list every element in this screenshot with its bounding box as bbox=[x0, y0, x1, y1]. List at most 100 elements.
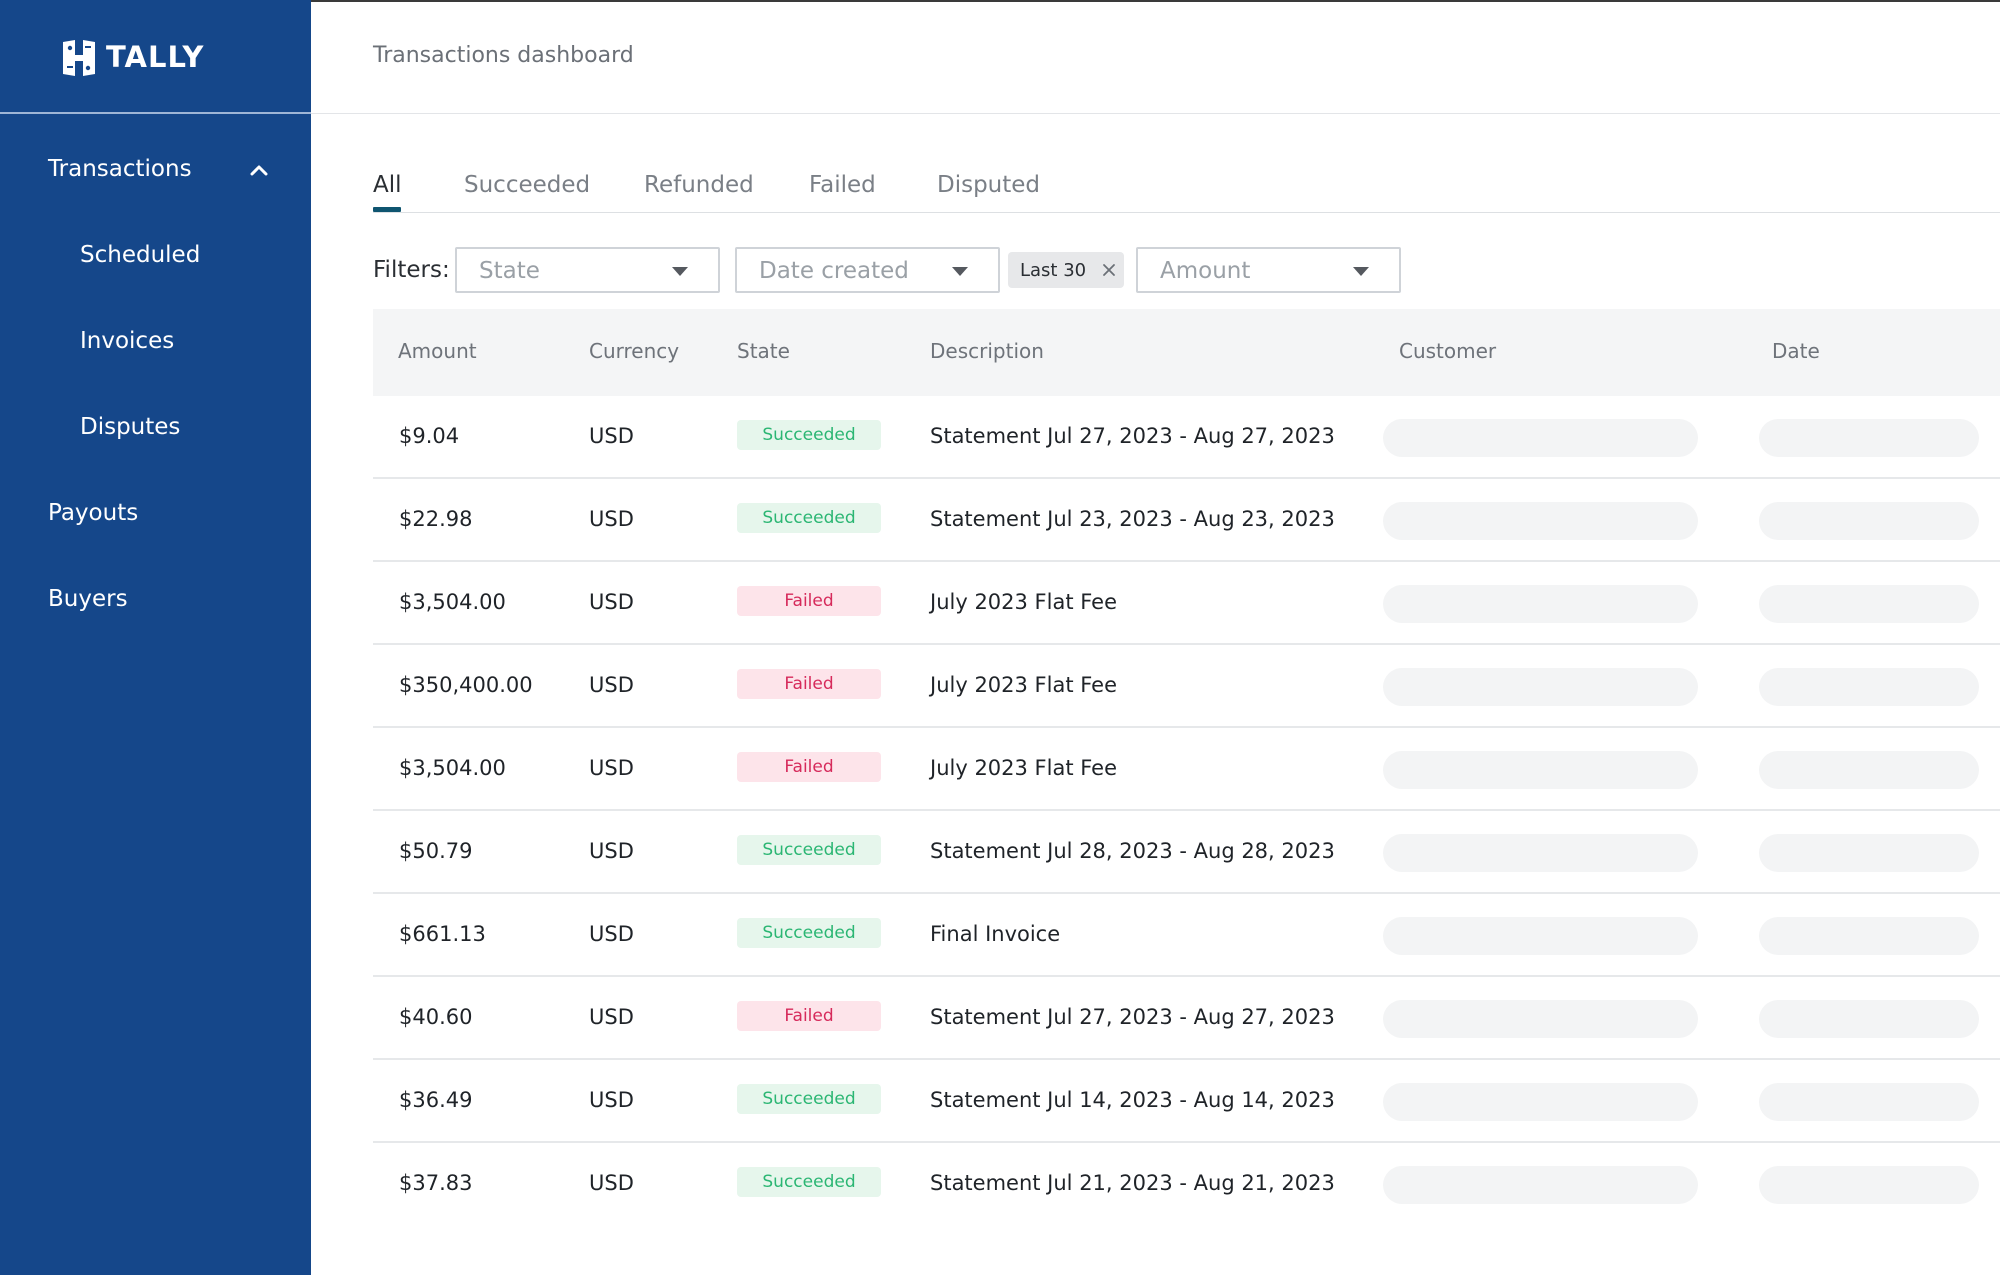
amount-cell: $350,400.00 bbox=[399, 673, 533, 697]
column-header-description[interactable]: Description bbox=[930, 339, 1044, 363]
amount-cell: $50.79 bbox=[399, 839, 473, 863]
status-badge: Failed bbox=[737, 669, 881, 699]
logo[interactable]: TALLY bbox=[0, 0, 311, 114]
header-divider bbox=[311, 113, 2000, 114]
description-cell: Statement Jul 27, 2023 - Aug 27, 2023 bbox=[930, 1005, 1335, 1029]
tabs-divider bbox=[373, 212, 2000, 213]
customer-placeholder bbox=[1383, 751, 1698, 789]
table-row[interactable]: $3,504.00 USD Failed July 2023 Flat Fee bbox=[373, 562, 2000, 645]
description-cell: July 2023 Flat Fee bbox=[930, 590, 1118, 614]
currency-cell: USD bbox=[589, 424, 634, 448]
status-badge: Failed bbox=[737, 1001, 881, 1031]
currency-cell: USD bbox=[589, 1088, 634, 1112]
sidebar-item-invoices[interactable]: Invoices bbox=[80, 328, 175, 354]
customer-placeholder bbox=[1383, 419, 1698, 457]
status-badge: Succeeded bbox=[737, 1084, 881, 1114]
close-icon[interactable] bbox=[1101, 262, 1117, 278]
chevron-up-icon[interactable] bbox=[247, 159, 271, 183]
amount-cell: $40.60 bbox=[399, 1005, 473, 1029]
table-row[interactable]: $40.60 USD Failed Statement Jul 27, 2023 - … bbox=[373, 977, 2000, 1060]
amount-cell: $3,504.00 bbox=[399, 590, 506, 614]
table-row[interactable]: $50.79 USD Succeeded Statement Jul 28, 2023… bbox=[373, 811, 2000, 894]
currency-cell: USD bbox=[589, 839, 634, 863]
date-placeholder bbox=[1759, 502, 1979, 540]
description-cell: July 2023 Flat Fee bbox=[930, 673, 1118, 697]
state-filter-select[interactable]: State bbox=[455, 247, 720, 293]
tally-logo-icon bbox=[63, 40, 95, 76]
status-badge: Succeeded bbox=[737, 420, 881, 450]
tab-failed[interactable]: Failed bbox=[809, 172, 876, 198]
date-range-chip: Last 30 bbox=[1008, 252, 1124, 288]
description-cell: Final Invoice bbox=[930, 922, 1061, 946]
amount-filter-select[interactable]: Amount bbox=[1136, 247, 1401, 293]
sidebar-item-disputes[interactable]: Disputes bbox=[80, 414, 181, 440]
description-cell: July 2023 Flat Fee bbox=[930, 756, 1118, 780]
tab-succeeded[interactable]: Succeeded bbox=[464, 172, 591, 198]
date-placeholder bbox=[1759, 751, 1979, 789]
sidebar-item-buyers[interactable]: Buyers bbox=[48, 586, 128, 612]
date-filter-placeholder: Date created bbox=[759, 258, 909, 284]
customer-placeholder bbox=[1383, 1083, 1698, 1121]
filters-label: Filters: bbox=[373, 257, 450, 283]
page-title: Transactions dashboard bbox=[373, 43, 634, 68]
table-row[interactable]: $37.83 USD Succeeded Statement Jul 21, 2023… bbox=[373, 1143, 2000, 1226]
date-placeholder bbox=[1759, 419, 1979, 457]
sidebar: TALLY Transactions Scheduled Invoices Di… bbox=[0, 0, 311, 1275]
table-row[interactable]: $350,400.00 USD Failed July 2023 Flat Fee bbox=[373, 645, 2000, 728]
amount-cell: $661.13 bbox=[399, 922, 486, 946]
sidebar-item-scheduled[interactable]: Scheduled bbox=[80, 242, 201, 268]
customer-placeholder bbox=[1383, 917, 1698, 955]
sidebar-item-transactions[interactable]: Transactions bbox=[48, 156, 192, 182]
column-header-currency[interactable]: Currency bbox=[589, 339, 680, 363]
caret-down-icon bbox=[672, 267, 688, 276]
customer-placeholder bbox=[1383, 834, 1698, 872]
table-row[interactable]: $36.49 USD Succeeded Statement Jul 14, 2023… bbox=[373, 1060, 2000, 1143]
caret-down-icon bbox=[952, 267, 968, 276]
status-badge: Failed bbox=[737, 586, 881, 616]
date-placeholder bbox=[1759, 668, 1979, 706]
amount-cell: $36.49 bbox=[399, 1088, 473, 1112]
top-border bbox=[0, 0, 2000, 2]
table-header: Amount Currency State Description Custom… bbox=[373, 309, 2000, 396]
date-created-filter-select[interactable]: Date created bbox=[735, 247, 1000, 293]
currency-cell: USD bbox=[589, 590, 634, 614]
amount-cell: $37.83 bbox=[399, 1171, 473, 1195]
brand-name: TALLY bbox=[106, 40, 205, 74]
state-filter-placeholder: State bbox=[479, 258, 540, 284]
column-header-state[interactable]: State bbox=[737, 339, 790, 363]
status-badge: Succeeded bbox=[737, 835, 881, 865]
sidebar-item-payouts[interactable]: Payouts bbox=[48, 500, 139, 526]
customer-placeholder bbox=[1383, 1000, 1698, 1038]
column-header-amount[interactable]: Amount bbox=[398, 339, 477, 363]
active-tab-indicator bbox=[373, 207, 401, 212]
currency-cell: USD bbox=[589, 1005, 634, 1029]
table-row[interactable]: $661.13 USD Succeeded Final Invoice bbox=[373, 894, 2000, 977]
date-placeholder bbox=[1759, 1000, 1979, 1038]
amount-cell: $22.98 bbox=[399, 507, 473, 531]
date-placeholder bbox=[1759, 585, 1979, 623]
date-placeholder bbox=[1759, 917, 1979, 955]
column-header-date[interactable]: Date bbox=[1772, 339, 1820, 363]
table-row[interactable]: $9.04 USD Succeeded Statement Jul 27, 2023 … bbox=[373, 396, 2000, 479]
tab-all[interactable]: All bbox=[373, 172, 402, 198]
customer-placeholder bbox=[1383, 1166, 1698, 1204]
customer-placeholder bbox=[1383, 585, 1698, 623]
date-placeholder bbox=[1759, 1166, 1979, 1204]
customer-placeholder bbox=[1383, 668, 1698, 706]
status-badge: Succeeded bbox=[737, 918, 881, 948]
description-cell: Statement Jul 27, 2023 - Aug 27, 2023 bbox=[930, 424, 1335, 448]
description-cell: Statement Jul 28, 2023 - Aug 28, 2023 bbox=[930, 839, 1335, 863]
customer-placeholder bbox=[1383, 502, 1698, 540]
currency-cell: USD bbox=[589, 922, 634, 946]
status-badge: Succeeded bbox=[737, 503, 881, 533]
tab-disputed[interactable]: Disputed bbox=[937, 172, 1041, 198]
column-header-customer[interactable]: Customer bbox=[1399, 339, 1497, 363]
table-row[interactable]: $3,504.00 USD Failed July 2023 Flat Fee bbox=[373, 728, 2000, 811]
table-row[interactable]: $22.98 USD Succeeded Statement Jul 23, 2023… bbox=[373, 479, 2000, 562]
date-placeholder bbox=[1759, 834, 1979, 872]
description-cell: Statement Jul 14, 2023 - Aug 14, 2023 bbox=[930, 1088, 1335, 1112]
currency-cell: USD bbox=[589, 673, 634, 697]
currency-cell: USD bbox=[589, 507, 634, 531]
tab-refunded[interactable]: Refunded bbox=[644, 172, 754, 198]
description-cell: Statement Jul 23, 2023 - Aug 23, 2023 bbox=[930, 507, 1335, 531]
